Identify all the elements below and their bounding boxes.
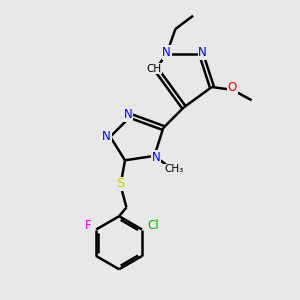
Text: N: N <box>152 151 160 164</box>
Text: F: F <box>85 220 91 232</box>
Text: O: O <box>228 81 237 94</box>
Text: Cl: Cl <box>147 219 159 232</box>
Text: CH: CH <box>147 64 162 74</box>
Text: N: N <box>124 108 132 121</box>
Text: S: S <box>116 177 125 190</box>
Text: N: N <box>102 130 111 143</box>
Text: N: N <box>162 46 171 59</box>
Text: CH₃: CH₃ <box>164 164 183 174</box>
Text: N: N <box>198 46 207 59</box>
